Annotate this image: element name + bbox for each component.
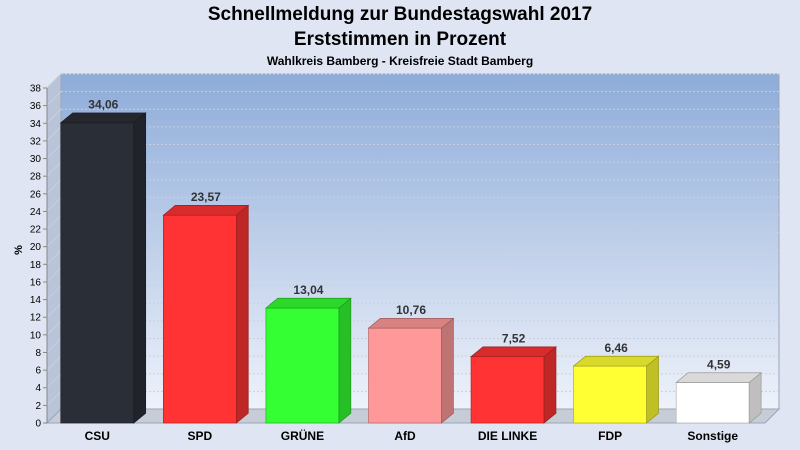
bar-afd <box>367 317 455 424</box>
y-tick-label: 14 <box>30 295 42 306</box>
value-label: 6,46 <box>604 341 628 355</box>
y-tick-label: 32 <box>30 136 42 147</box>
x-tick-label: AfD <box>394 429 416 443</box>
y-tick-label: 12 <box>30 313 42 324</box>
value-label: 4,59 <box>707 358 731 372</box>
gridline-side <box>46 355 62 371</box>
gridline-side <box>46 338 62 353</box>
y-tick-label: 0 <box>35 419 41 430</box>
plot-side-wall <box>46 72 62 425</box>
chart-title: Schnellmeldung zur Bundestagswahl 2017 <box>207 4 593 25</box>
bar-top <box>367 317 455 329</box>
bar-side <box>543 346 557 424</box>
bar-front <box>60 122 135 424</box>
bar-top <box>675 372 763 383</box>
y-tick-label: 34 <box>30 119 42 130</box>
x-tick-label: GRÜNE <box>281 428 324 443</box>
y-tick-label: 22 <box>30 225 42 236</box>
bar-front <box>368 327 442 424</box>
y-tick-label: 8 <box>35 348 41 359</box>
value-label: 10,76 <box>396 303 426 317</box>
gridline-side <box>46 126 62 142</box>
y-tick-label: 6 <box>35 366 41 377</box>
y-tick-label: 24 <box>30 207 42 218</box>
bar-fdp <box>572 355 660 424</box>
value-label: 23,57 <box>191 190 221 204</box>
gridline-side <box>46 285 62 300</box>
y-tick-label: 18 <box>30 260 42 271</box>
bar-die-linke <box>470 346 557 424</box>
bar-front <box>470 356 545 424</box>
bar-top <box>470 346 557 358</box>
bar-top <box>264 297 352 309</box>
gridline-side <box>46 179 62 195</box>
bar-top <box>572 355 660 367</box>
y-tick-label: 26 <box>30 189 42 200</box>
y-tick-label: 28 <box>30 172 42 183</box>
gridline-side <box>46 197 62 212</box>
gridline-side <box>46 320 62 336</box>
gridline-side <box>46 302 62 318</box>
gridline-side <box>46 391 62 406</box>
bar-side <box>441 317 454 424</box>
y-tick-label: 36 <box>30 101 42 112</box>
y-tick-label: 2 <box>35 401 41 412</box>
y-tick-label: 4 <box>35 383 41 394</box>
y-tick-label: 20 <box>30 242 42 253</box>
gridline-side <box>46 249 62 265</box>
y-tick-label: 30 <box>30 154 42 165</box>
gridline-side <box>46 108 62 124</box>
y-tick-label: 38 <box>30 84 42 95</box>
bar-front <box>265 307 340 424</box>
gridline-side <box>46 161 62 177</box>
bar-front <box>163 214 237 424</box>
value-label: 34,06 <box>88 98 118 112</box>
bar-top <box>59 112 147 124</box>
x-tick-label: DIE LINKE <box>478 429 537 443</box>
bar-top <box>162 205 250 216</box>
x-tick-label: CSU <box>85 429 110 443</box>
bar-sonstige <box>675 371 763 424</box>
bar-side <box>236 204 249 424</box>
y-tick-label: 10 <box>30 330 42 341</box>
chart-caption: Wahlkreis Bamberg - Kreisfreie Stadt Bam… <box>266 54 534 68</box>
bar-side <box>133 112 147 424</box>
y-axis-label: % <box>13 245 25 255</box>
bar-csu <box>59 112 147 424</box>
gridline-side <box>46 214 62 230</box>
x-tick-label: FDP <box>598 429 622 443</box>
gridline-side <box>46 267 62 283</box>
bar-spd <box>162 204 250 424</box>
bar-side <box>338 297 352 424</box>
bar-side <box>646 355 659 424</box>
chart-subtitle: Erststimmen in Prozent <box>293 29 507 50</box>
gridline-side <box>46 144 62 159</box>
bar-front <box>573 365 647 424</box>
value-label: 13,04 <box>293 283 323 297</box>
x-tick-label: Sonstige <box>687 429 738 443</box>
x-tick-label: SPD <box>188 429 213 443</box>
gridline-side <box>46 73 62 89</box>
y-tick-label: 16 <box>30 277 42 288</box>
bar-grüne <box>264 297 352 424</box>
gridline-side <box>46 232 62 248</box>
bar-front <box>675 382 750 424</box>
gridline-side <box>46 373 62 389</box>
gridline-side <box>46 91 62 106</box>
value-label: 7,52 <box>502 332 526 346</box>
